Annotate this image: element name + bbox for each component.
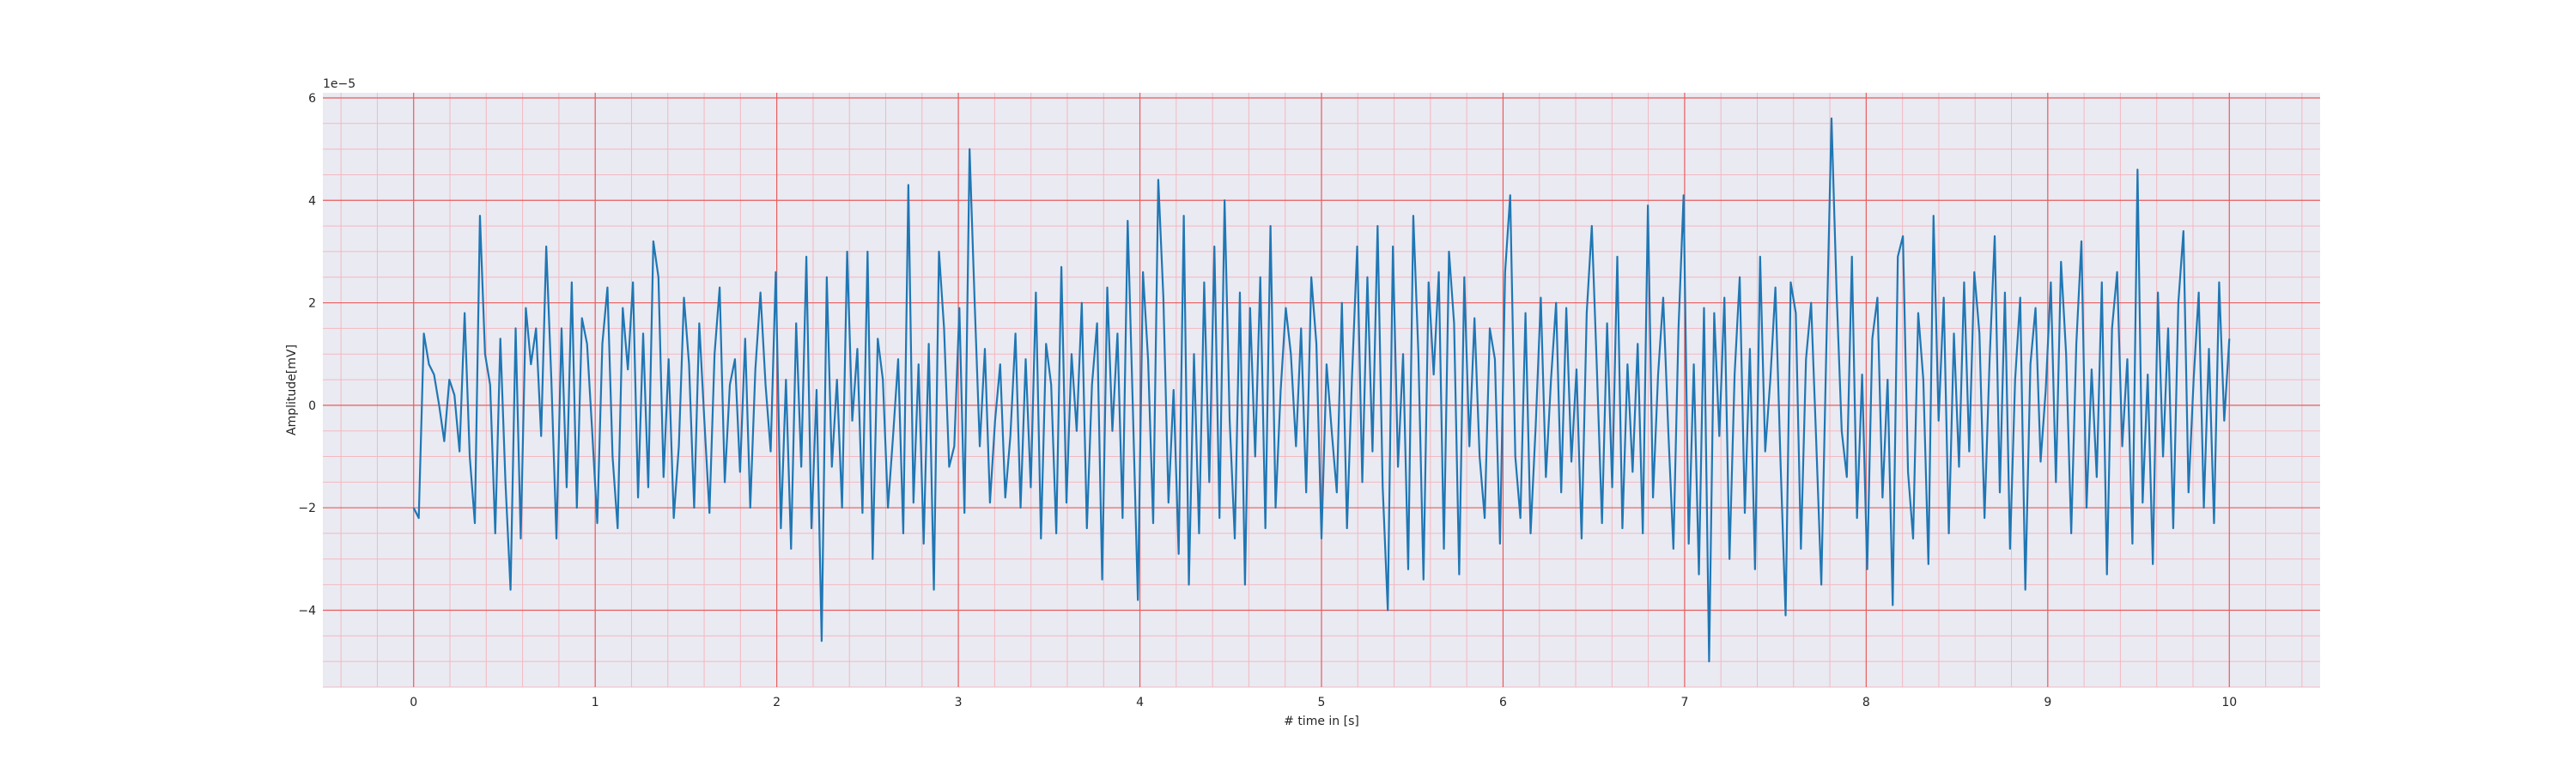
- y-tick-label: −4: [298, 605, 316, 618]
- x-tick-label: 9: [2044, 696, 2051, 709]
- x-tick-labels: 0 1 2 3 4 5 6 7 8 9 10: [410, 696, 2237, 709]
- y-tick-label: 2: [308, 297, 316, 311]
- series-layer: [412, 117, 2231, 663]
- x-tick-label: 3: [955, 696, 963, 709]
- major-grid: [323, 93, 2320, 687]
- x-tick-label: 7: [1680, 696, 1688, 709]
- y-axis-offset-label: 1e−5: [323, 77, 355, 91]
- y-tick-label: −2: [298, 502, 316, 515]
- x-tick-label: 8: [1862, 696, 1870, 709]
- y-axis-label: Amplitude[mV]: [285, 344, 299, 435]
- x-tick-label: 4: [1136, 696, 1144, 709]
- x-tick-label: 1: [592, 696, 599, 709]
- x-tick-label: 2: [773, 696, 781, 709]
- y-tick-label: 6: [308, 92, 316, 106]
- y-tick-label: 0: [308, 399, 316, 413]
- x-tick-label: 5: [1318, 696, 1326, 709]
- x-tick-label: 10: [2221, 696, 2237, 709]
- y-tick-label: 4: [308, 194, 316, 208]
- series-line: [412, 117, 2231, 663]
- y-tick-labels: −4 −2 0 2 4 6: [298, 92, 316, 618]
- x-tick-label: 0: [410, 696, 417, 709]
- x-tick-label: 6: [1499, 696, 1507, 709]
- x-axis-label: # time in [s]: [1284, 715, 1359, 728]
